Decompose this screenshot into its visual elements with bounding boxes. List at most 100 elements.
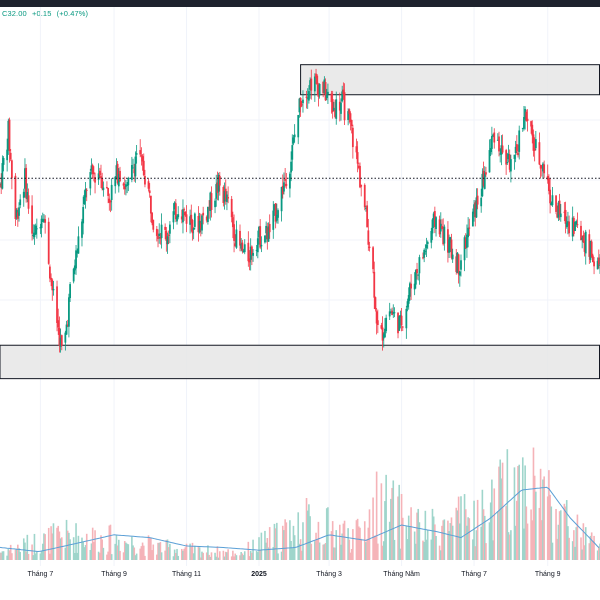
candle-body <box>82 206 85 224</box>
volume-bar <box>430 539 433 560</box>
candle-body <box>167 234 170 236</box>
candle-body <box>264 235 266 243</box>
volume-bar <box>72 537 75 560</box>
volume-bar <box>17 544 19 560</box>
volume-bar <box>34 553 37 560</box>
volume-bar <box>280 551 283 560</box>
volume-bar <box>50 526 52 560</box>
candle-body <box>230 198 233 218</box>
candle-body <box>26 192 29 200</box>
candle-body <box>449 237 452 243</box>
candle-body <box>210 193 213 210</box>
volume-bar <box>257 552 259 560</box>
volume-bar <box>400 493 403 560</box>
candle-body <box>540 167 543 169</box>
volume-bar <box>198 547 201 560</box>
candle-body <box>265 225 268 234</box>
volume-bar <box>110 554 113 560</box>
candle-body <box>151 212 153 224</box>
volume-bar <box>265 542 267 560</box>
volume-bar <box>325 508 328 560</box>
volume-bar <box>234 553 237 560</box>
volume-bar <box>468 518 471 560</box>
volume-bar <box>598 546 600 560</box>
volume-bar <box>393 539 396 560</box>
candle-body <box>597 257 600 265</box>
volume-bar <box>258 537 260 560</box>
candle-body <box>85 189 88 191</box>
volume-bar <box>564 506 567 560</box>
candle-body <box>141 156 144 162</box>
candle-body <box>493 132 496 143</box>
volume-bar <box>349 552 352 560</box>
candle-body <box>15 209 18 218</box>
candle-body <box>222 186 225 203</box>
candle-body <box>302 99 304 104</box>
volume-bar <box>309 516 311 560</box>
volume-bar <box>476 499 479 560</box>
volume-bar <box>385 474 387 560</box>
candle-body <box>530 121 532 127</box>
candle-body <box>198 220 201 233</box>
candle-body <box>116 163 119 184</box>
candle-body <box>430 230 433 243</box>
volume-bar <box>156 554 158 560</box>
volume-bar <box>122 552 125 560</box>
candle-body <box>40 218 43 229</box>
candle-body <box>555 195 557 212</box>
volume-bar <box>505 506 507 560</box>
candle-body <box>533 148 536 151</box>
candle-body <box>32 234 35 237</box>
volume-bar <box>315 532 317 560</box>
volume-bar <box>276 522 278 560</box>
candle-body <box>498 136 500 152</box>
candle-body <box>588 234 591 257</box>
candle-body <box>325 94 328 98</box>
volume-bar <box>305 498 308 560</box>
volume-bar <box>94 530 96 560</box>
volume-bar <box>589 535 592 560</box>
volume-bar <box>158 542 161 560</box>
volume-bar <box>151 550 153 560</box>
volume-bar <box>127 544 130 560</box>
candle-body <box>556 213 559 218</box>
candle-body <box>197 215 200 233</box>
volume-bar <box>375 471 378 560</box>
volume-bar <box>58 531 61 560</box>
volume-bar <box>102 547 105 560</box>
volume-bar <box>134 555 137 560</box>
volume-bar <box>216 546 219 560</box>
volume-bar <box>81 537 83 560</box>
volume-bar <box>15 548 18 560</box>
candle-body <box>365 207 367 209</box>
volume-bar <box>89 549 92 560</box>
candle-body <box>308 91 310 101</box>
candle-body <box>192 227 195 230</box>
volume-bar <box>415 543 417 560</box>
candle-body <box>323 79 326 94</box>
candle-body <box>299 97 302 108</box>
candle-body <box>59 337 62 347</box>
volume-bar <box>532 447 535 560</box>
volume-bar <box>232 550 234 560</box>
volume-bar <box>513 467 516 560</box>
volume-bar <box>167 547 170 560</box>
volume-bar <box>588 543 591 560</box>
candle-body <box>117 173 120 187</box>
volume-bar <box>583 545 586 560</box>
volume-bar <box>590 532 593 560</box>
candle-body <box>50 277 52 280</box>
candle-body <box>193 213 196 227</box>
volume-bar <box>517 466 519 560</box>
candle-body <box>9 152 12 160</box>
candle-body <box>76 251 79 254</box>
volume-bar <box>243 551 246 560</box>
candle-body <box>488 150 491 173</box>
volume-bar <box>11 553 13 560</box>
volume-bar <box>208 554 210 560</box>
volume-bar <box>372 497 374 560</box>
candle-body <box>292 137 295 144</box>
volume-bar <box>373 535 376 560</box>
candle-body <box>31 205 33 234</box>
